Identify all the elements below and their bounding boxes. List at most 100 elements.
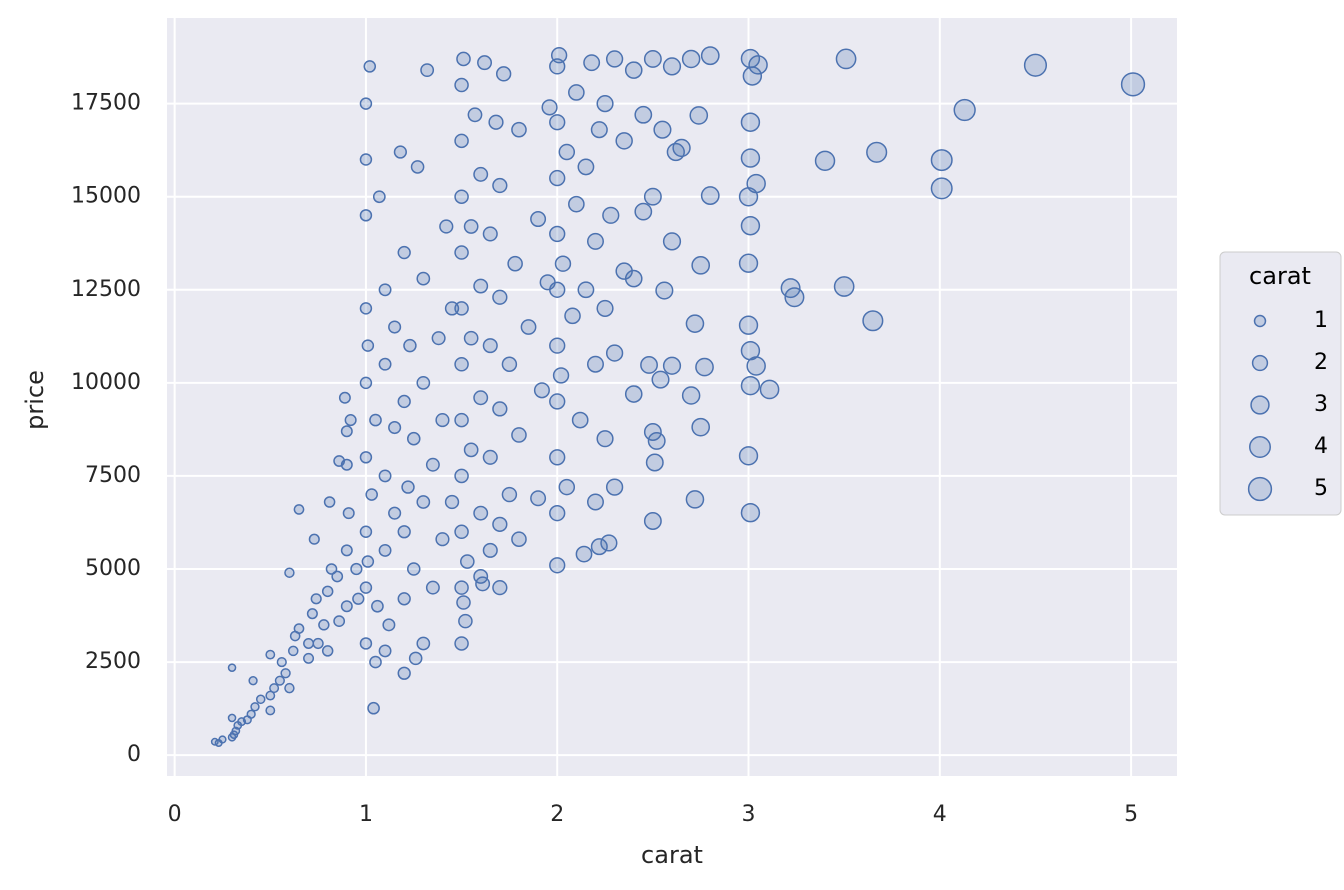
point [321, 585, 334, 598]
point [458, 613, 473, 629]
point [488, 114, 504, 130]
point [862, 310, 884, 332]
point [323, 496, 336, 508]
point [624, 269, 643, 288]
point [549, 449, 566, 466]
point [475, 576, 491, 592]
point [930, 177, 953, 200]
point [695, 357, 714, 377]
point [463, 219, 479, 234]
point [255, 694, 266, 705]
point [738, 446, 759, 466]
y-tick-label: 0 [127, 742, 141, 767]
point [653, 120, 672, 139]
point [410, 160, 425, 174]
point [495, 66, 512, 82]
point [647, 431, 666, 450]
point [549, 169, 566, 187]
point [784, 287, 805, 308]
point [454, 245, 469, 260]
point [558, 143, 576, 161]
point [439, 219, 454, 234]
point [645, 453, 664, 472]
point [342, 507, 355, 520]
point [460, 554, 475, 569]
point [284, 567, 295, 578]
point [685, 490, 705, 509]
point [435, 532, 450, 547]
point [218, 735, 227, 744]
point [473, 166, 489, 182]
point [431, 331, 446, 346]
x-tick-label: 5 [1124, 802, 1138, 827]
point [473, 390, 489, 406]
point [533, 382, 550, 399]
legend-label: 3 [1314, 392, 1328, 417]
point [930, 149, 953, 172]
point [454, 189, 469, 204]
point [564, 307, 581, 325]
point [740, 375, 761, 396]
y-tick-label: 5000 [85, 556, 141, 581]
point [643, 512, 662, 530]
point [378, 357, 392, 371]
point [340, 600, 353, 613]
point [738, 253, 759, 273]
point [681, 386, 701, 405]
y-tick-label: 17500 [71, 91, 141, 116]
x-tick-label: 1 [359, 802, 373, 827]
y-axis-label: price [21, 370, 49, 430]
point [482, 226, 498, 242]
point [501, 486, 518, 503]
point [605, 50, 624, 68]
point [454, 580, 469, 595]
point [378, 283, 392, 297]
point [293, 504, 305, 515]
point [454, 468, 469, 484]
point [393, 145, 407, 159]
point [416, 636, 431, 651]
point [549, 337, 566, 354]
point [511, 427, 527, 443]
point [575, 545, 593, 563]
point [359, 376, 373, 390]
point [420, 63, 435, 78]
point [577, 158, 595, 176]
point [435, 413, 450, 428]
point [280, 668, 291, 679]
point [473, 505, 489, 521]
point [265, 690, 276, 701]
point [740, 341, 761, 361]
point [568, 84, 585, 101]
point [492, 289, 508, 305]
point [568, 195, 585, 213]
point [586, 355, 604, 373]
point [467, 107, 483, 123]
point [662, 356, 682, 375]
point [689, 106, 709, 125]
point [833, 276, 855, 297]
point [227, 663, 237, 672]
point [602, 206, 620, 224]
point [482, 542, 498, 558]
point [227, 713, 237, 723]
y-tick-label: 15000 [71, 184, 141, 209]
point [454, 133, 469, 149]
point [265, 649, 276, 660]
point [456, 595, 471, 610]
point [397, 525, 411, 539]
point [269, 683, 280, 694]
point [408, 651, 423, 666]
point [372, 190, 386, 204]
point [352, 592, 365, 605]
point [643, 187, 662, 206]
x-tick-label: 3 [742, 802, 756, 827]
point [318, 619, 330, 631]
point [672, 138, 691, 158]
point [1023, 53, 1048, 77]
point [293, 623, 305, 634]
point [590, 121, 608, 139]
point [303, 652, 315, 664]
point [321, 645, 334, 657]
